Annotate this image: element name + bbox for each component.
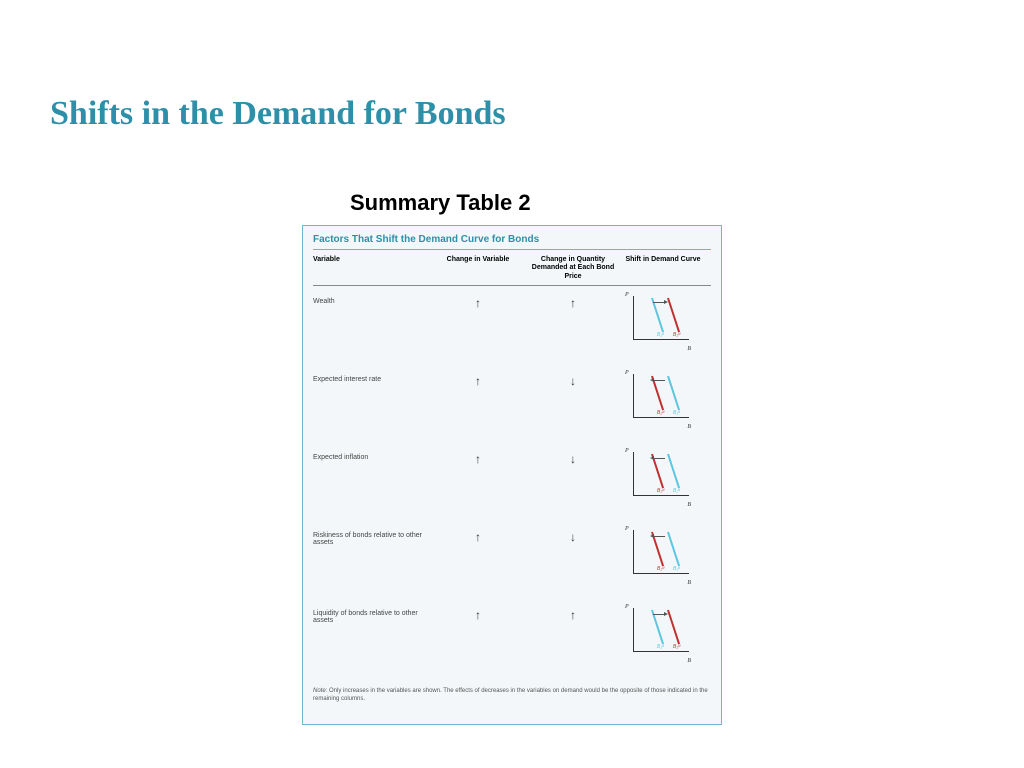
note-text: Only increases in the variables are show…	[313, 688, 708, 702]
cell-variable: Riskiness of bonds relative to other ass…	[313, 524, 433, 546]
curve-label: B₂ᵈ	[673, 644, 680, 650]
curve-label: B₂ᵈ	[657, 488, 664, 494]
curve-label: B₂ᵈ	[657, 566, 664, 572]
axis-label-b: B	[687, 658, 691, 664]
table-row: Liquidity of bonds relative to other ass…	[313, 602, 711, 680]
cell-change-arrow: ↑	[433, 290, 523, 311]
table-row: Riskiness of bonds relative to other ass…	[313, 524, 711, 602]
axis-label-p: P	[625, 448, 629, 454]
col-header-change: Change in Variable	[433, 256, 523, 281]
cell-qty-arrow: ↓	[523, 368, 623, 389]
curve-label: B₁ᵈ	[657, 644, 664, 650]
cell-qty-arrow: ↓	[523, 446, 623, 467]
demand-shift-mini-chart: P B B₂ᵈ B₁ᵈ	[623, 526, 693, 586]
page-title: Shifts in the Demand for Bonds	[50, 95, 506, 133]
demand-shift-mini-chart: P B B₂ᵈ B₁ᵈ	[623, 448, 693, 508]
cell-shift-chart: P B B₁ᵈ B₂ᵈ	[623, 602, 703, 664]
demand-line	[667, 610, 680, 645]
demand-line	[667, 298, 680, 333]
axis-label-b: B	[687, 424, 691, 430]
cell-qty-arrow: ↑	[523, 602, 623, 623]
col-header-shift: Shift in Demand Curve	[623, 256, 703, 281]
shift-arrow-icon	[653, 536, 665, 537]
cell-variable: Liquidity of bonds relative to other ass…	[313, 602, 433, 624]
cell-variable: Wealth	[313, 290, 433, 305]
cell-variable: Expected interest rate	[313, 368, 433, 383]
shift-arrow-icon	[653, 380, 665, 381]
table-row: Wealth↑↑PBB₁ᵈB₂ᵈ	[313, 290, 711, 368]
demand-line	[667, 454, 680, 489]
shift-arrow-icon	[653, 614, 665, 615]
note-label: Note:	[313, 688, 327, 694]
cell-shift-chart: P B B₂ᵈ B₁ᵈ	[623, 446, 703, 508]
footnote: Note: Only increases in the variables ar…	[313, 688, 711, 704]
cell-change-arrow: ↑	[433, 524, 523, 545]
table-row: Expected inflation↑↓P B B₂ᵈ B₁ᵈ	[313, 446, 711, 524]
curve-label: B₁ᵈ	[673, 566, 680, 572]
demand-shift-mini-chart: P B B₁ᵈ B₂ᵈ	[623, 292, 693, 352]
shift-arrow-icon	[653, 302, 665, 303]
cell-change-arrow: ↑	[433, 368, 523, 389]
curve-label: B₁ᵈ	[657, 332, 664, 338]
rows-container: Wealth↑↑PBB₁ᵈB₂ᵈExpected interest rate↑↓…	[313, 290, 711, 680]
cell-change-arrow: ↑	[433, 446, 523, 467]
demand-shift-mini-chart: P B B₁ᵈ B₂ᵈ	[623, 604, 693, 664]
curve-label: B₁ᵈ	[673, 488, 680, 494]
axis-label-p: P	[625, 370, 629, 376]
axis-label-b: B	[687, 346, 691, 352]
curve-label: B₁ᵈ	[673, 410, 680, 416]
curve-label: B₂ᵈ	[673, 332, 680, 338]
axis-label-p: P	[625, 292, 629, 298]
axis-label-b: B	[687, 502, 691, 508]
axis-label-b: B	[687, 580, 691, 586]
panel-header: Factors That Shift the Demand Curve for …	[313, 234, 711, 250]
cell-qty-arrow: ↓	[523, 524, 623, 545]
col-header-qty: Change in Quantity Demanded at Each Bond…	[523, 256, 623, 281]
shift-arrow-icon	[653, 458, 665, 459]
summary-table-panel: Factors That Shift the Demand Curve for …	[302, 225, 722, 725]
cell-qty-arrow: ↑	[523, 290, 623, 311]
cell-shift-chart: P B B₂ᵈ B₁ᵈ	[623, 368, 703, 430]
table-row: Expected interest rate↑↓P B B₂ᵈ B₁ᵈ	[313, 368, 711, 446]
demand-line	[667, 532, 680, 567]
cell-change-arrow: ↑	[433, 602, 523, 623]
curve-label: B₂ᵈ	[657, 410, 664, 416]
column-headers-row: Variable Change in Variable Change in Qu…	[313, 256, 711, 286]
cell-variable: Expected inflation	[313, 446, 433, 461]
cell-shift-chart: P B B₁ᵈ B₂ᵈ	[623, 290, 703, 352]
demand-line	[667, 376, 680, 411]
col-header-variable: Variable	[313, 256, 433, 281]
cell-shift-chart: P B B₂ᵈ B₁ᵈ	[623, 524, 703, 586]
demand-shift-mini-chart: P B B₂ᵈ B₁ᵈ	[623, 370, 693, 430]
subtitle: Summary Table 2	[350, 190, 531, 216]
axis-label-p: P	[625, 526, 629, 532]
axis-label-p: P	[625, 604, 629, 610]
